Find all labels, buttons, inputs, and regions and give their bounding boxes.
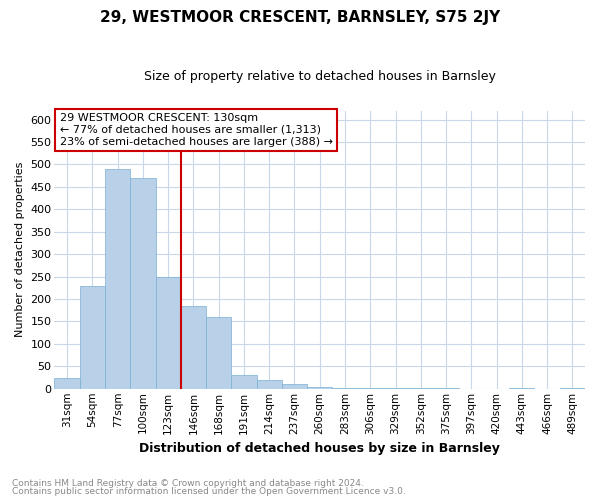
Bar (257, 380, 282, 389)
Bar (232, 376, 257, 389)
Bar (55, 378, 80, 389)
Bar (105, 169, 130, 389)
Bar (130, 178, 155, 389)
Bar (206, 317, 232, 389)
Bar (307, 386, 332, 389)
Text: Contains public sector information licensed under the Open Government Licence v3: Contains public sector information licen… (12, 487, 406, 496)
Bar (332, 388, 358, 389)
Text: 29, WESTMOOR CRESCENT, BARNSLEY, S75 2JY: 29, WESTMOOR CRESCENT, BARNSLEY, S75 2JY (100, 10, 500, 25)
Text: Contains HM Land Registry data © Crown copyright and database right 2024.: Contains HM Land Registry data © Crown c… (12, 478, 364, 488)
Bar (80, 286, 105, 389)
Title: Size of property relative to detached houses in Barnsley: Size of property relative to detached ho… (144, 70, 496, 83)
Bar (155, 276, 181, 389)
Bar (181, 306, 206, 389)
Y-axis label: Number of detached properties: Number of detached properties (15, 162, 25, 338)
Bar (282, 384, 307, 389)
Text: 29 WESTMOOR CRESCENT: 130sqm
← 77% of detached houses are smaller (1,313)
23% of: 29 WESTMOOR CRESCENT: 130sqm ← 77% of de… (60, 114, 333, 146)
X-axis label: Distribution of detached houses by size in Barnsley: Distribution of detached houses by size … (139, 442, 500, 455)
